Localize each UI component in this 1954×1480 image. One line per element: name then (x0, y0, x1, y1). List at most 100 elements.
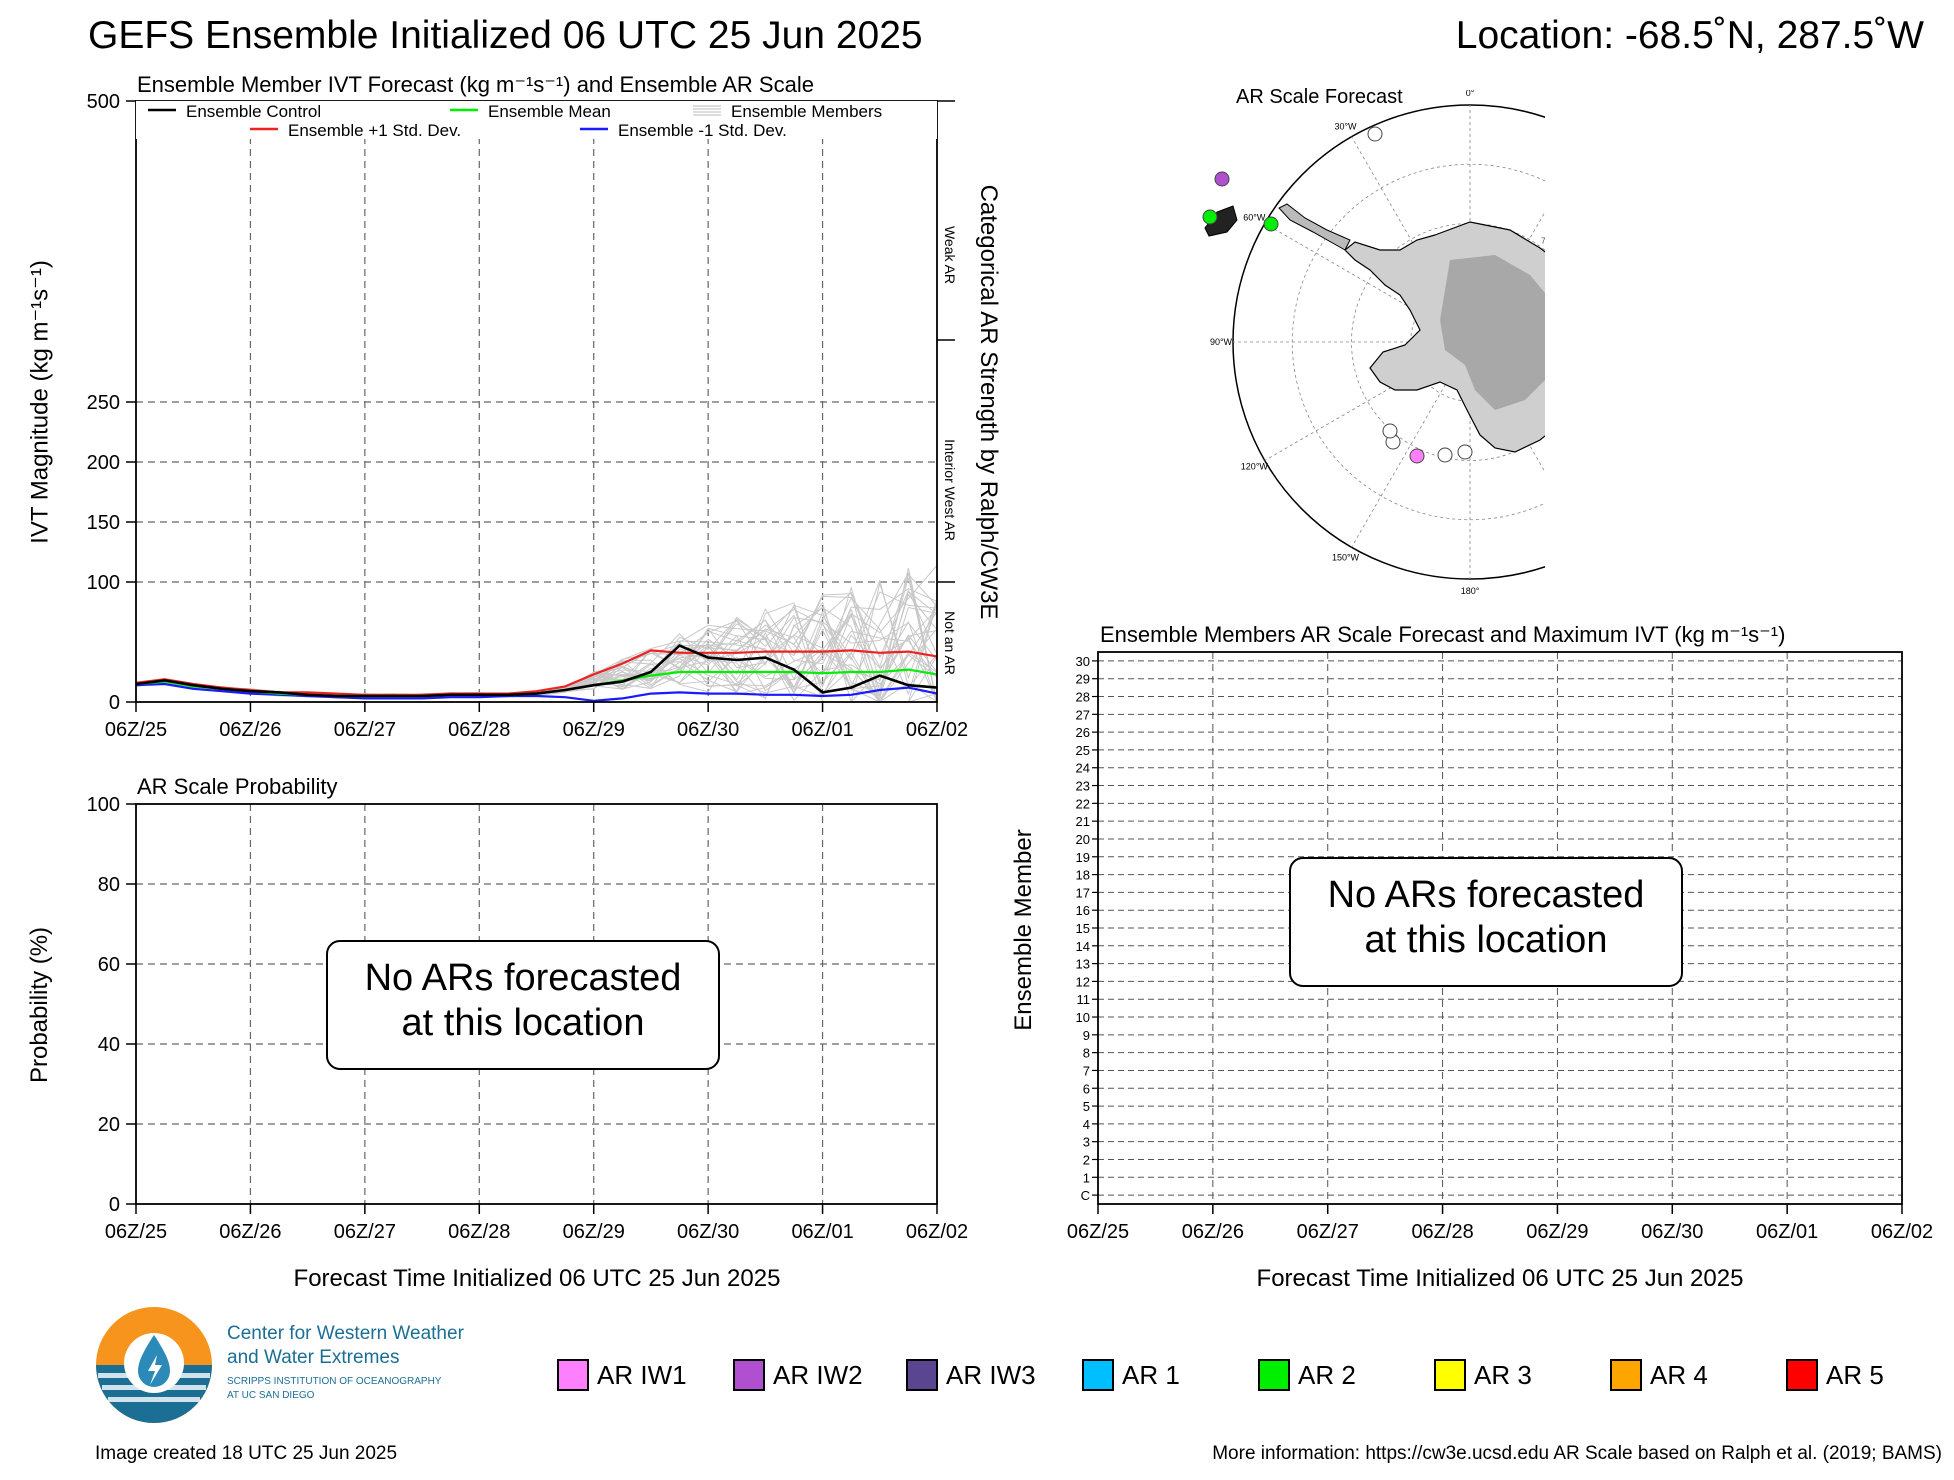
members-y-tick-label: 5 (1083, 1099, 1090, 1114)
prob-x-axis-label: Forecast Time Initialized 06 UTC 25 Jun … (293, 1265, 781, 1292)
legend-swatch (906, 1359, 938, 1391)
members-y-tick-label: 12 (1076, 974, 1090, 989)
ivt-x-tick-label: 06Z/25 (105, 719, 167, 741)
map-member-marker (1382, 423, 1398, 439)
ivt-legend-label: Ensemble +1 Std. Dev. (288, 121, 461, 140)
ivt-chart: 06Z/25 06Z/26 06Z/27 06Z/28 06Z/29 06Z/30 06Z/… (87, 91, 969, 741)
antarctica-interior-shading (1440, 255, 1545, 410)
prob-y-axis-label: Probability (%) (26, 926, 53, 1084)
ivt-x-tick-label: 06Z/26 (219, 719, 281, 741)
antarctic-peninsula (1278, 203, 1351, 251)
ivt-y-tick-label: 0 (109, 692, 120, 714)
members-plot-frame (1097, 651, 1903, 1205)
prob-no-ar-message: No ARs forecasted at this location (326, 940, 720, 1070)
members-no-ar-line1: No ARs forecasted (1327, 874, 1645, 916)
members-y-tick-label: 8 (1083, 1046, 1090, 1061)
ivt-x-tick-label: 06Z/28 (448, 719, 510, 741)
ivt-x-tick-label: 06Z/30 (677, 719, 739, 741)
prob-x-tick-label: 06Z/27 (334, 1221, 396, 1243)
members-y-tick-label: 13 (1076, 957, 1090, 972)
members-no-ar-message: No ARs forecasted at this location (1289, 857, 1683, 987)
members-y-tick-label: 22 (1076, 796, 1090, 811)
logo-line4: AT UC SAN DIEGO (227, 1390, 315, 1401)
prob-y-tick-label: 20 (98, 1114, 120, 1136)
map-title: AR Scale Forecast (1236, 86, 1403, 108)
ivt-y-tick-label: 100 (87, 572, 120, 594)
legend-label: AR 1 (1122, 1359, 1180, 1390)
members-x-tick-label: 06Z/29 (1526, 1221, 1588, 1243)
prob-panel-title: AR Scale Probability (137, 774, 338, 799)
map-member-marker (1457, 444, 1473, 460)
prob-y-tick-label: 60 (98, 954, 120, 976)
location-label: Location: -68.5˚N, 287.5˚W (1455, 14, 1924, 57)
legend-label: AR 5 (1826, 1359, 1884, 1390)
members-y-tick-label: 19 (1076, 850, 1090, 865)
members-y-tick-label: 7 (1083, 1063, 1090, 1078)
prob-no-ar-line2: at this location (401, 1002, 645, 1044)
legend-item-ar-5: AR 5 (1786, 1359, 1884, 1391)
ivt-x-tick-label: 06Z/01 (791, 719, 853, 741)
map-ar-marker-ar2 (1202, 209, 1218, 225)
members-x-tick-label: 06Z/01 (1756, 1221, 1818, 1243)
members-y-tick-label: 10 (1076, 1010, 1090, 1025)
logo-line1: Center for Western Weather (227, 1323, 464, 1344)
members-y-tick-label: 26 (1076, 725, 1090, 740)
legend-item-ar-iw2: AR IW2 (733, 1359, 863, 1391)
prob-x-tick-label: 06Z/26 (219, 1221, 281, 1243)
prob-no-ar-line1: No ARs forecasted (364, 957, 682, 999)
ivt-panel-title: Ensemble Member IVT Forecast (kg m⁻¹s⁻¹)… (137, 72, 814, 97)
members-y-tick-label: 4 (1083, 1117, 1090, 1132)
prob-x-tick-label: 06Z/29 (563, 1221, 625, 1243)
members-y-tick-label: 6 (1083, 1081, 1090, 1096)
members-x-tick-label: 06Z/02 (1871, 1221, 1933, 1243)
ivt-y-tick-label: 150 (87, 512, 120, 534)
legend-label: AR 2 (1298, 1359, 1356, 1390)
members-panel-title: Ensemble Members AR Scale Forecast and M… (1100, 622, 1786, 647)
members-y-tick-label: 27 (1076, 707, 1090, 722)
members-y-tick-label: C (1081, 1188, 1090, 1203)
map-lon-label: 150°W (1332, 553, 1360, 563)
series-line-ensemble-1-std-dev- (135, 682, 938, 702)
legend-label: AR IW2 (773, 1359, 863, 1390)
legend-item-ar-iw3: AR IW3 (906, 1359, 1036, 1391)
map-meridian (1351, 358, 1461, 548)
legend-swatch (1434, 1359, 1466, 1391)
map-lon-label: 180° (1461, 586, 1480, 596)
members-x-tick-label: 06Z/30 (1641, 1221, 1703, 1243)
series-line-ensemble-control (135, 644, 938, 698)
prob-chart: 06Z/25 06Z/26 06Z/27 06Z/28 06Z/29 06Z/30 06Z/… (87, 794, 969, 1243)
members-x-tick-label: 06Z/28 (1411, 1221, 1473, 1243)
prob-x-tick-label: 06Z/02 (906, 1221, 968, 1243)
legend-label: AR 4 (1650, 1359, 1708, 1390)
ivt-legend-label: Ensemble -1 Std. Dev. (618, 121, 787, 140)
ivt-y-tick-label: 200 (87, 452, 120, 474)
members-y-tick-label: 29 (1076, 672, 1090, 687)
prob-x-tick-label: 06Z/30 (677, 1221, 739, 1243)
members-x-axis-label: Forecast Time Initialized 06 UTC 25 Jun … (1256, 1265, 1744, 1292)
logo-line3: SCRIPPS INSTITUTION OF OCEANOGRAPHY (227, 1376, 442, 1387)
prob-y-tick-label: 40 (98, 1034, 120, 1056)
legend-label: AR IW3 (946, 1359, 1036, 1390)
members-x-tick-label: 06Z/27 (1297, 1221, 1359, 1243)
prob-x-tick-label: 06Z/25 (105, 1221, 167, 1243)
ivt-y-tick-label: 500 (87, 91, 120, 113)
legend-item-ar-1: AR 1 (1082, 1359, 1180, 1391)
map-ar-marker-iw1 (1409, 448, 1425, 464)
legend-item-ar-2: AR 2 (1258, 1359, 1356, 1391)
members-y-tick-label: 9 (1083, 1028, 1090, 1043)
ivt-y-tick-label: 250 (87, 392, 120, 414)
prob-x-tick-label: 06Z/28 (448, 1221, 510, 1243)
map-lon-label: 120°W (1241, 462, 1269, 472)
members-y-tick-label: 24 (1076, 761, 1090, 776)
prob-x-tick-label: 06Z/01 (791, 1221, 853, 1243)
members-y-tick-label: 23 (1076, 779, 1090, 794)
map-member-marker (1437, 447, 1453, 463)
members-x-tick-label: 06Z/26 (1182, 1221, 1244, 1243)
prob-y-tick-label: 0 (109, 1194, 120, 1216)
members-y-tick-label: 14 (1076, 939, 1090, 954)
members-y-tick-label: 25 (1076, 743, 1090, 758)
legend-label: AR 3 (1474, 1359, 1532, 1390)
map-member-marker (1367, 126, 1383, 142)
legend-label: AR IW1 (597, 1359, 687, 1390)
map-ar-marker-iw2 (1214, 171, 1230, 187)
